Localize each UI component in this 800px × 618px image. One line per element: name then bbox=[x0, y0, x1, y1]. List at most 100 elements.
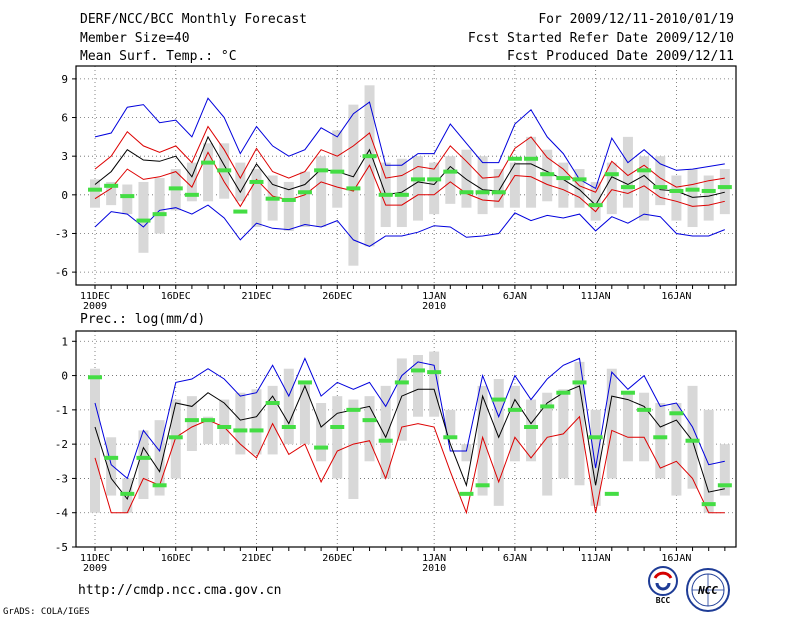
x-tick-label: 16DEC bbox=[161, 553, 191, 564]
series-line-lower-spread bbox=[94, 415, 725, 515]
observed-marker bbox=[524, 425, 539, 429]
ensemble-bar bbox=[122, 184, 133, 215]
observed-marker bbox=[620, 390, 635, 395]
y-tick-label: 0 bbox=[61, 189, 68, 202]
observed-marker bbox=[233, 428, 248, 433]
observed-marker bbox=[217, 168, 232, 173]
observed-marker bbox=[507, 156, 522, 161]
observed-marker bbox=[217, 425, 232, 429]
observed-marker bbox=[411, 177, 425, 182]
x-tick-label: 16JAN bbox=[661, 553, 691, 564]
precip-panel-title: Prec.: log(mm/d) bbox=[80, 312, 205, 327]
ensemble-bar bbox=[445, 156, 456, 204]
observed-marker bbox=[120, 194, 135, 199]
ensemble-bar bbox=[655, 156, 666, 206]
x-tick-year-label: 2010 bbox=[422, 301, 446, 312]
series-line-upper-spread bbox=[94, 125, 725, 193]
plot-frame bbox=[75, 330, 737, 548]
x-tick-year-label: 2009 bbox=[83, 301, 107, 312]
ensemble-bar bbox=[90, 179, 100, 208]
observed-marker bbox=[330, 425, 345, 429]
observed-marker bbox=[637, 168, 652, 173]
ensemble-bar bbox=[622, 392, 633, 462]
ensemble-bar bbox=[380, 385, 391, 479]
observed-marker bbox=[669, 188, 684, 193]
observed-marker bbox=[604, 172, 619, 177]
observed-marker bbox=[281, 197, 296, 202]
source-url[interactable]: http://cmdp.ncc.cma.gov.cn bbox=[78, 583, 282, 598]
forecast-produced-date: Fcst Produced Date 2009/12/11 bbox=[507, 49, 734, 64]
observed-marker bbox=[346, 186, 361, 191]
observed-marker bbox=[362, 154, 377, 159]
observed-marker bbox=[120, 491, 135, 496]
observed-marker bbox=[394, 380, 409, 385]
ensemble-bar bbox=[590, 409, 601, 506]
observed-marker bbox=[685, 438, 700, 443]
observed-marker bbox=[184, 418, 199, 423]
ensemble-bar bbox=[477, 156, 488, 215]
x-tick-label: 6JAN bbox=[503, 291, 527, 302]
observed-marker bbox=[136, 218, 151, 223]
observed-marker bbox=[653, 435, 668, 440]
ensemble-bar bbox=[106, 181, 117, 206]
ensemble-bar bbox=[413, 156, 423, 221]
ncc-logo: NCC bbox=[686, 568, 730, 612]
observed-marker bbox=[104, 455, 119, 460]
observed-marker bbox=[152, 212, 167, 217]
ensemble-bar bbox=[251, 169, 262, 228]
ensemble-bar bbox=[235, 392, 246, 455]
x-tick-label: 11JAN bbox=[581, 291, 611, 302]
ensemble-bar bbox=[283, 181, 294, 231]
forecast-period: For 2009/12/11-2010/01/19 bbox=[538, 12, 734, 27]
observed-marker bbox=[88, 187, 102, 192]
plot-frame bbox=[75, 65, 737, 286]
observed-marker bbox=[297, 380, 312, 385]
observed-marker bbox=[620, 185, 635, 190]
ensemble-bar bbox=[542, 392, 553, 496]
ensemble-bar bbox=[590, 181, 601, 221]
observed-marker bbox=[491, 190, 506, 195]
observed-marker bbox=[524, 156, 539, 161]
x-tick-label: 26DEC bbox=[322, 291, 352, 302]
observed-marker bbox=[249, 179, 264, 184]
observed-marker bbox=[588, 435, 603, 440]
ensemble-bar bbox=[332, 396, 343, 479]
observed-marker bbox=[443, 169, 458, 174]
bcc-logo: BCC bbox=[648, 566, 678, 605]
series-line-ensemble-max bbox=[94, 97, 725, 190]
observed-marker bbox=[201, 418, 216, 423]
series-line-lower-spread bbox=[94, 151, 725, 213]
y-tick-label: -1 bbox=[55, 404, 68, 417]
chart-title: DERF/NCC/BCC Monthly Forecast bbox=[80, 12, 307, 27]
ensemble-bar bbox=[622, 136, 633, 208]
ncc-logo-text: NCC bbox=[697, 584, 718, 597]
y-tick-label: -4 bbox=[55, 507, 69, 520]
observed-marker bbox=[572, 177, 587, 182]
observed-marker bbox=[265, 401, 280, 405]
observed-marker bbox=[556, 390, 571, 395]
observed-marker bbox=[637, 407, 652, 412]
observed-marker bbox=[491, 397, 506, 402]
x-tick-label: 21DEC bbox=[241, 553, 271, 564]
ensemble-bar bbox=[332, 130, 343, 208]
x-tick-year-label: 2010 bbox=[422, 563, 446, 574]
x-tick-label: 21DEC bbox=[241, 291, 271, 302]
observed-marker bbox=[104, 183, 119, 188]
ensemble-bar bbox=[574, 169, 585, 208]
x-tick-label: 6JAN bbox=[503, 553, 527, 564]
ensemble-bar bbox=[413, 355, 423, 417]
ensemble-bar bbox=[719, 169, 730, 215]
x-tick-label: 11DEC bbox=[80, 553, 110, 564]
ensemble-bar bbox=[574, 361, 585, 486]
ensemble-bar bbox=[493, 169, 504, 208]
x-tick-year-label: 2009 bbox=[83, 563, 107, 574]
observed-marker bbox=[378, 438, 393, 443]
y-tick-label: 3 bbox=[61, 150, 68, 163]
observed-marker bbox=[572, 380, 587, 385]
observed-marker bbox=[346, 407, 361, 412]
ensemble-bar bbox=[429, 351, 440, 417]
ensemble-bar bbox=[186, 396, 197, 451]
ensemble-bar bbox=[719, 444, 730, 496]
ensemble-bar bbox=[558, 162, 569, 208]
